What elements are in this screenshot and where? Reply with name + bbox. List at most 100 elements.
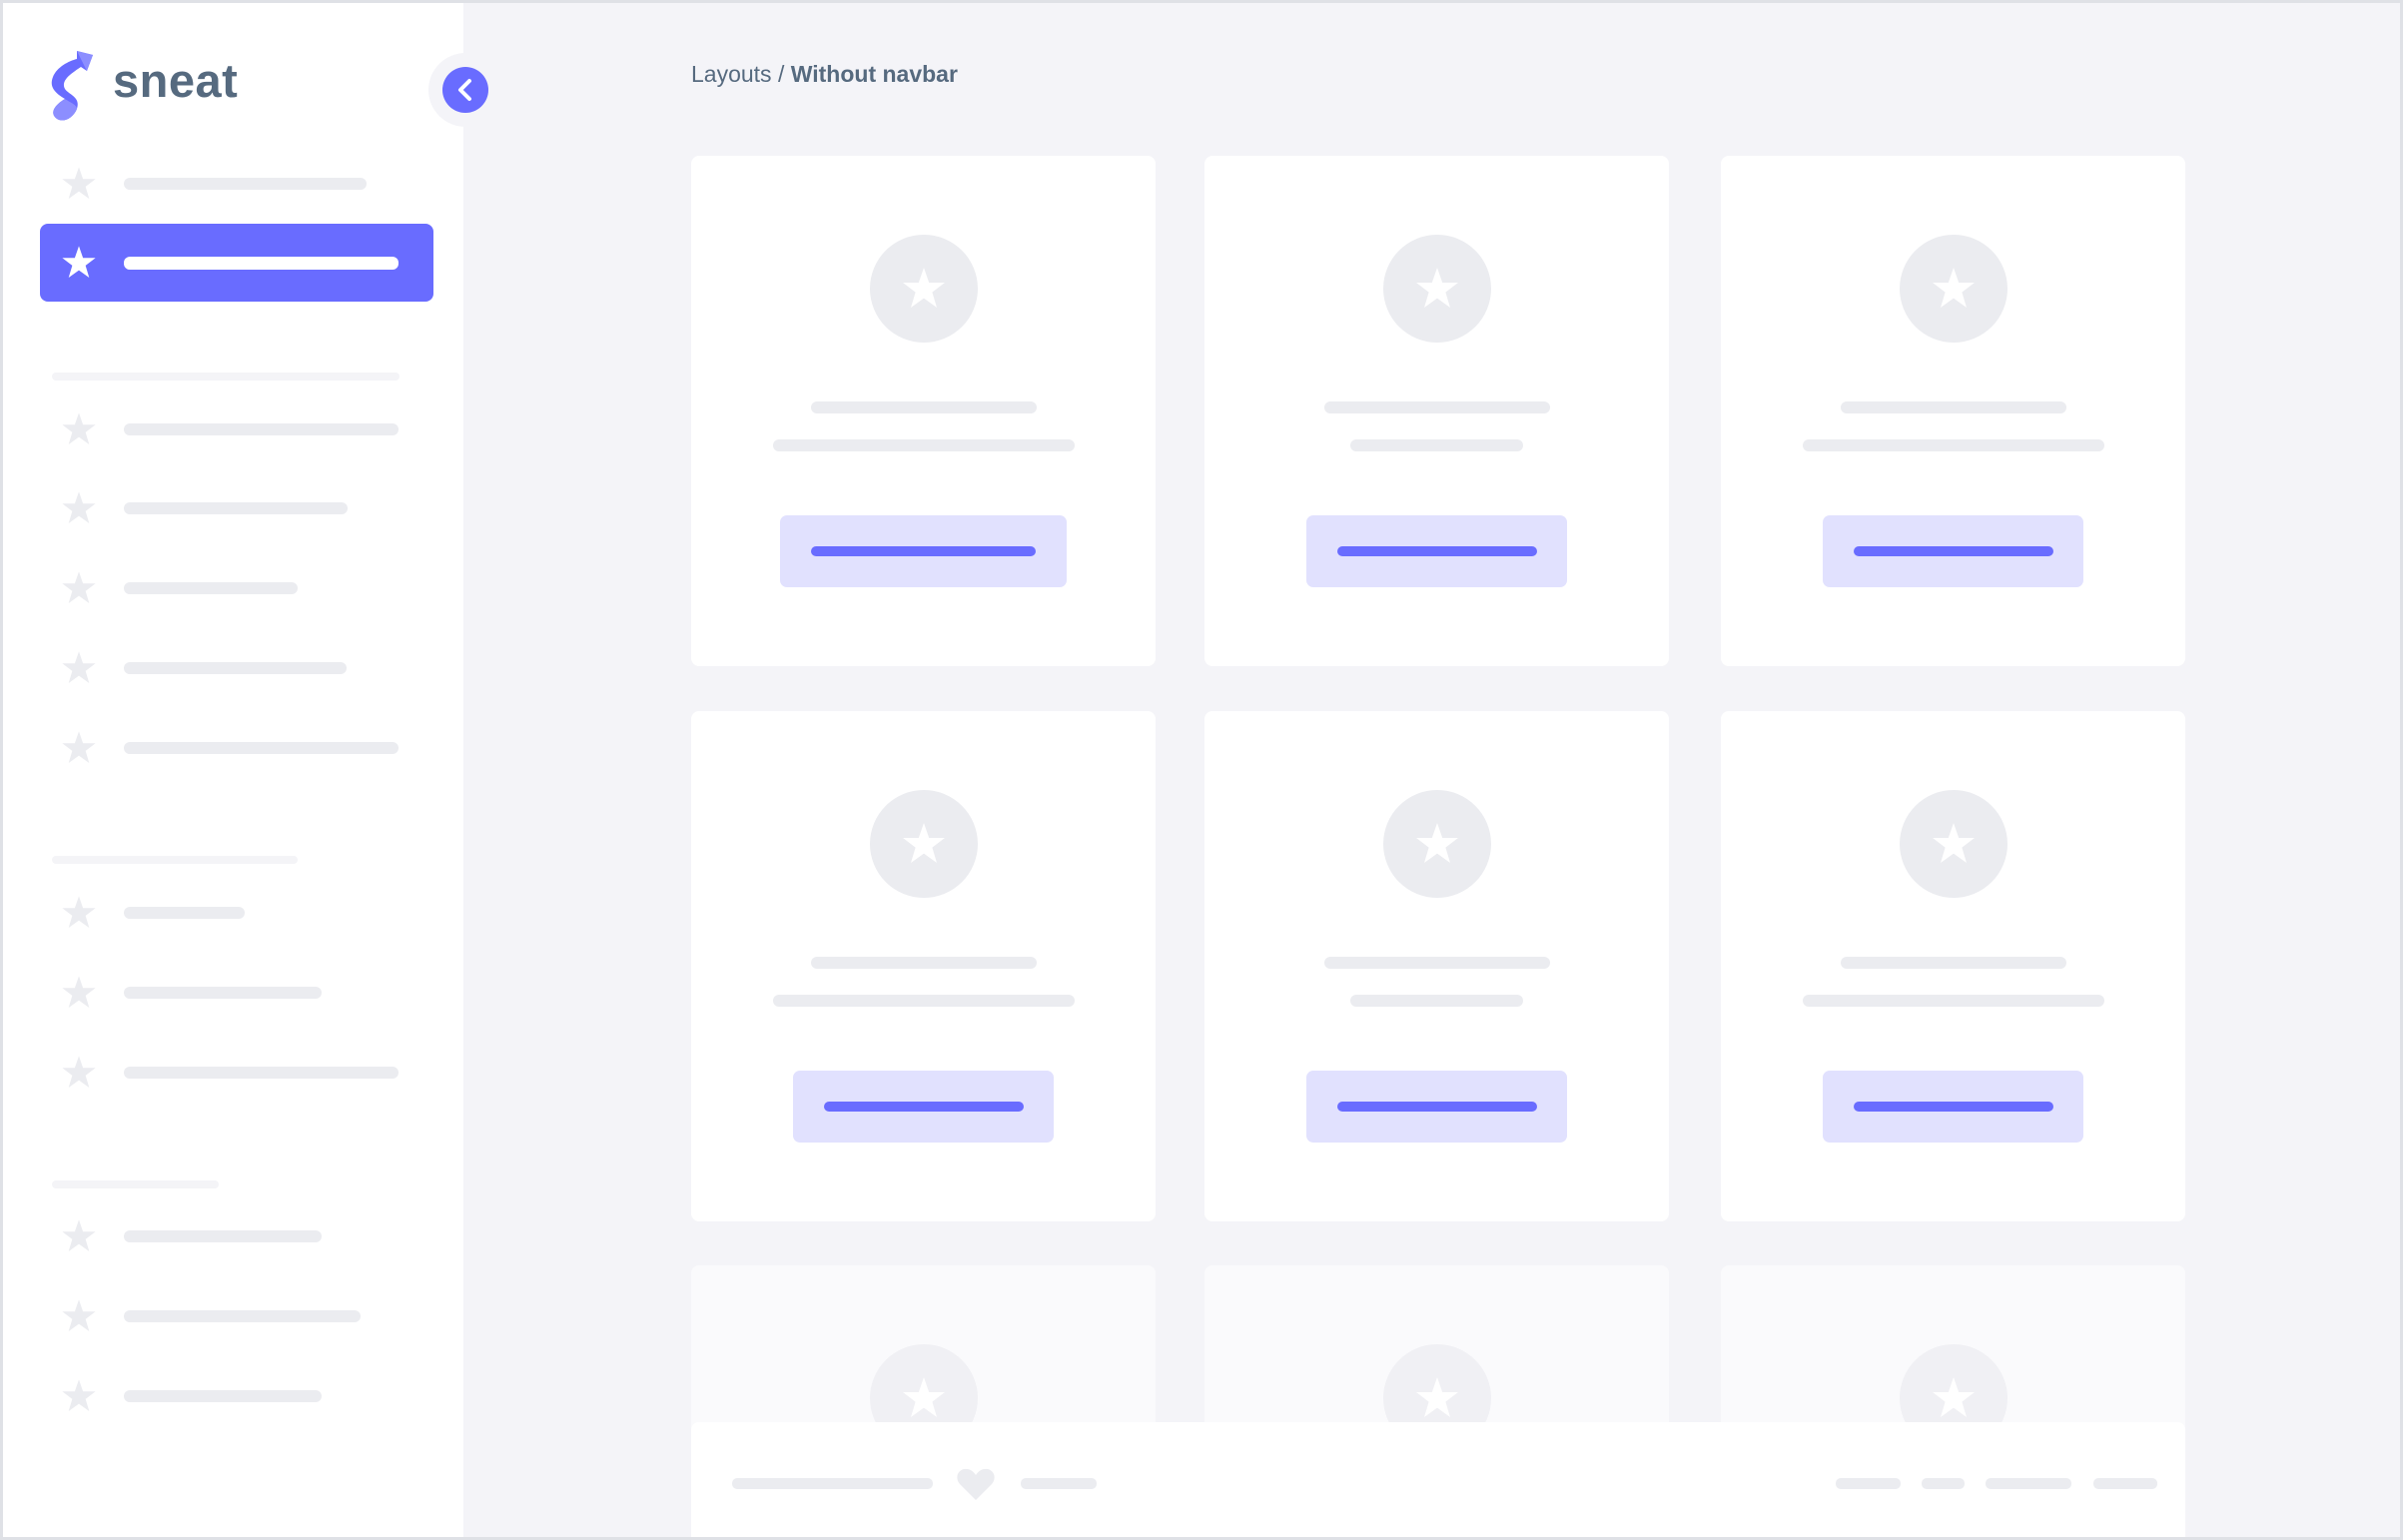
card-button[interactable] [1823,515,2083,587]
star-icon [1415,268,1458,308]
sidebar-item[interactable] [40,1357,433,1435]
sidebar-item-label-skeleton [124,742,399,754]
star-icon [902,268,945,308]
star-icon [62,491,96,524]
card-title-skeleton [810,957,1037,969]
card-button-label-skeleton [823,1102,1024,1112]
sidebar-item[interactable] [40,1034,433,1112]
breadcrumb-parent[interactable]: Layouts [691,61,772,87]
card-title-skeleton [810,401,1037,413]
breadcrumb: Layouts / Without navbar [691,61,958,88]
star-icon [62,976,96,1009]
breadcrumb-current: Without navbar [790,61,958,87]
star-icon [1415,823,1458,863]
card-text-skeleton [1350,995,1523,1007]
sidebar-section-header [52,1180,219,1188]
heart-icon [957,1468,995,1500]
footer-text-skeleton [732,1478,933,1489]
sidebar-item-label-skeleton [124,1310,361,1322]
sidebar-item[interactable] [40,145,433,223]
star-icon [62,167,96,200]
sneat-logo [51,51,93,121]
breadcrumb-separator: / [771,61,791,87]
star-icon [62,1299,96,1332]
sidebar: sneat [3,3,463,1537]
star-icon [62,1379,96,1412]
chevron-left-icon [458,79,471,101]
card-title-skeleton [1840,401,2066,413]
placeholder-card [1721,711,2185,1221]
card-button-label-skeleton [1853,546,2053,556]
card-button-label-skeleton [811,546,1036,556]
card-avatar [869,235,978,343]
card-title-skeleton [1323,401,1550,413]
card-button-label-skeleton [1336,546,1537,556]
sidebar-item-label-skeleton [124,907,245,919]
footer-link-skeleton[interactable] [1836,1478,1901,1489]
star-icon [62,1219,96,1252]
sidebar-item-label-skeleton [124,257,399,270]
star-icon [1932,1377,1975,1417]
card-title-skeleton [1323,957,1550,969]
star-icon [62,1056,96,1089]
placeholder-card [1204,711,1669,1221]
card-button[interactable] [1306,1071,1567,1143]
placeholder-card [1204,156,1669,666]
sidebar-item-label-skeleton [124,987,322,999]
card-avatar [1382,790,1491,898]
card-button-label-skeleton [1853,1102,2053,1112]
card-avatar [1899,790,2007,898]
star-icon [1932,268,1975,308]
star-icon [62,412,96,445]
star-icon [62,896,96,929]
star-icon [1932,823,1975,863]
card-text-skeleton [1350,439,1523,451]
placeholder-card [691,711,1156,1221]
sidebar-item[interactable] [40,224,433,302]
footer-link-skeleton[interactable] [1021,1478,1097,1489]
card-button[interactable] [1823,1071,2083,1143]
card-text-skeleton [772,439,1075,451]
sidebar-item-label-skeleton [124,662,347,674]
card-avatar [869,790,978,898]
card-title-skeleton [1840,957,2066,969]
footer-link-skeleton[interactable] [2093,1478,2157,1489]
card-avatar [1382,235,1491,343]
star-icon [62,571,96,604]
star-icon [902,1377,945,1417]
placeholder-card [691,156,1156,666]
sidebar-item[interactable] [40,1277,433,1355]
star-icon [62,731,96,764]
card-text-skeleton [1802,995,2104,1007]
card-avatar [1899,235,2007,343]
star-icon [902,823,945,863]
sidebar-item[interactable] [40,390,433,468]
footer-link-skeleton[interactable] [1922,1478,1965,1489]
sidebar-item[interactable] [40,709,433,787]
sidebar-item-label-skeleton [124,423,399,435]
sidebar-item[interactable] [40,1197,433,1275]
sidebar-section-header [52,856,298,864]
sidebar-item[interactable] [40,629,433,707]
footer-link-skeleton[interactable] [1986,1478,2071,1489]
card-text-skeleton [1802,439,2104,451]
star-icon [1415,1377,1458,1417]
sidebar-item[interactable] [40,549,433,627]
sidebar-item-label-skeleton [124,1230,322,1242]
sidebar-item[interactable] [40,954,433,1032]
collapse-sidebar-button[interactable] [442,67,488,113]
sidebar-item-label-skeleton [124,178,367,190]
sidebar-item-label-skeleton [124,502,348,514]
card-text-skeleton [772,995,1075,1007]
footer [691,1422,2185,1537]
card-button[interactable] [1306,515,1567,587]
sidebar-item-label-skeleton [124,582,298,594]
sidebar-item[interactable] [40,469,433,547]
sidebar-item[interactable] [40,874,433,952]
star-icon [62,651,96,684]
card-button[interactable] [780,515,1067,587]
star-icon [62,246,96,279]
sidebar-section-header [52,373,400,381]
card-button[interactable] [793,1071,1054,1143]
